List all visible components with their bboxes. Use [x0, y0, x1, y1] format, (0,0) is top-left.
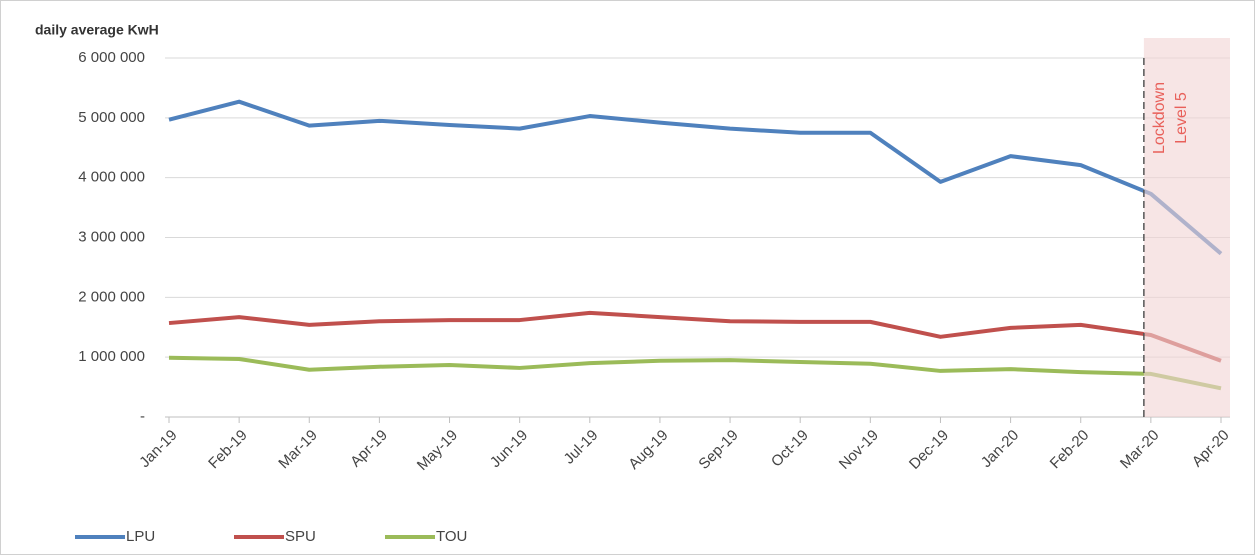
y-tick-label: 6 000 000	[78, 49, 145, 66]
series-line	[168, 310, 1222, 363]
legend-label: TOU	[436, 528, 467, 545]
legend-label: SPU	[285, 528, 316, 545]
series-line	[168, 99, 1223, 256]
y-tick-label: 2 000 000	[78, 288, 145, 305]
y-tick-label: 5 000 000	[78, 109, 145, 126]
annotation-text: Level 5	[1173, 92, 1190, 144]
y-axis-label: daily average KwH	[35, 22, 159, 38]
y-tick-label: -	[140, 408, 145, 425]
y-tick-label: 1 000 000	[78, 348, 145, 365]
y-tick-label: 3 000 000	[78, 228, 145, 245]
lockdown-band	[1143, 38, 1230, 417]
annotation-text: Lockdown	[1151, 82, 1168, 154]
y-tick-label: 4 000 000	[78, 169, 145, 186]
series-line	[168, 355, 1222, 391]
legend-label: LPU	[126, 528, 155, 545]
